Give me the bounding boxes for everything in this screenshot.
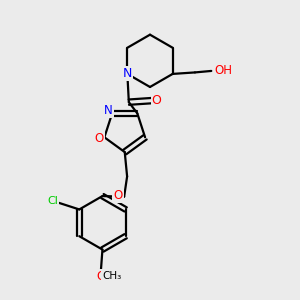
Text: O: O <box>94 132 104 145</box>
Text: N: N <box>104 104 113 118</box>
Text: O: O <box>152 94 161 107</box>
Text: Cl: Cl <box>48 196 58 206</box>
Text: O: O <box>96 270 106 283</box>
Text: CH₃: CH₃ <box>102 271 121 281</box>
Text: N: N <box>123 68 132 80</box>
Text: O: O <box>113 189 123 202</box>
Text: OH: OH <box>214 64 232 77</box>
